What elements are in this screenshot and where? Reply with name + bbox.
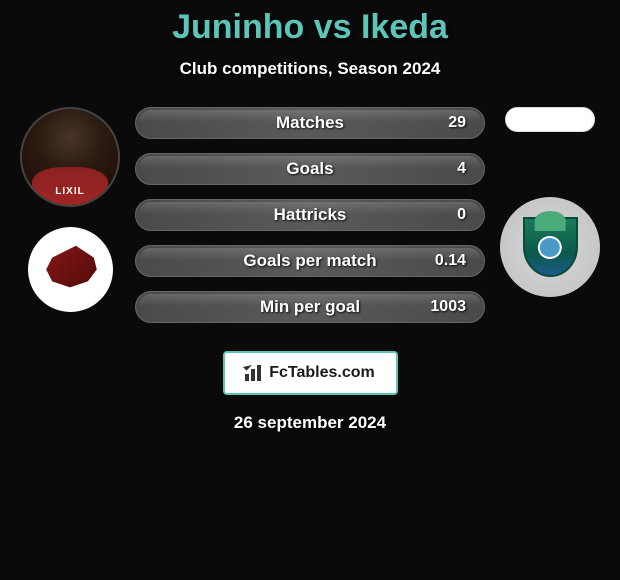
coyote-icon xyxy=(40,240,100,300)
player-photo-placeholder: LIXIL xyxy=(22,109,118,205)
player-right-avatar-placeholder xyxy=(505,107,595,132)
stat-value: 29 xyxy=(448,114,466,132)
comparison-card: Juninho vs Ikeda Club competitions, Seas… xyxy=(0,0,620,433)
stat-bar-hattricks: Hattricks 0 xyxy=(135,199,485,231)
page-title: Juninho vs Ikeda xyxy=(0,8,620,47)
stat-value: 4 xyxy=(457,160,466,178)
stat-bar-goals-per-match: Goals per match 0.14 xyxy=(135,245,485,277)
brand-suffix: Tables.com xyxy=(288,364,375,381)
stat-label: Hattricks xyxy=(274,205,347,225)
team-left-logo xyxy=(28,227,113,312)
stats-column: Matches 29 Goals 4 Hattricks 0 Goals per… xyxy=(135,107,485,323)
player-left-avatar: LIXIL xyxy=(20,107,120,207)
right-player-column xyxy=(495,107,605,297)
stat-value: 0.14 xyxy=(435,252,466,270)
stat-value: 0 xyxy=(457,206,466,224)
date-label: 26 september 2024 xyxy=(0,413,620,433)
stat-label: Goals per match xyxy=(243,251,376,271)
stat-bar-goals: Goals 4 xyxy=(135,153,485,185)
stat-bar-min-per-goal: Min per goal 1003 xyxy=(135,291,485,323)
crest-icon xyxy=(523,217,578,277)
brand-prefix: Fc xyxy=(269,364,288,381)
team-right-logo xyxy=(500,197,600,297)
brand-badge[interactable]: FcTables.com xyxy=(223,351,398,395)
stat-value: 1003 xyxy=(430,298,466,316)
bar-chart-icon xyxy=(245,365,265,381)
main-content-row: LIXIL Matches 29 Goals 4 Hattricks 0 Goa… xyxy=(0,107,620,323)
subtitle: Club competitions, Season 2024 xyxy=(0,59,620,79)
stat-label: Goals xyxy=(286,159,333,179)
stat-label: Matches xyxy=(276,113,344,133)
jersey-sponsor-text: LIXIL xyxy=(55,186,84,197)
stat-label: Min per goal xyxy=(260,297,360,317)
stat-bar-matches: Matches 29 xyxy=(135,107,485,139)
arrow-up-icon xyxy=(243,361,252,370)
brand-text: FcTables.com xyxy=(269,364,375,382)
left-player-column: LIXIL xyxy=(15,107,125,312)
